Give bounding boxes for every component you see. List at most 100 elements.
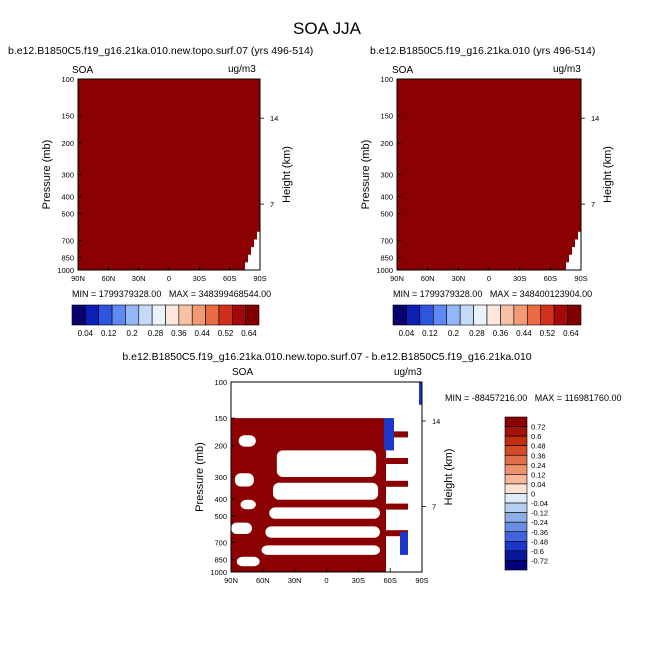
panel-1-xtick-label: 90N [71, 274, 85, 283]
panel-3-colorbar-box [504, 464, 528, 475]
panel-2-ytick-label: 300 [380, 171, 393, 180]
panel-3-colorbar-box [504, 493, 528, 504]
panel-3-colorbar-box [504, 521, 528, 533]
panel-3-right-red-strip [386, 503, 408, 510]
panel-3-colorbar-label: -0.24 [531, 518, 548, 527]
panel-1-colorbar-label: 0.52 [218, 329, 234, 338]
panel-2-xtick-label: 60N [421, 274, 435, 283]
panel-2-colorbar-box [446, 304, 461, 326]
panel-2-colorbar-label: 0.28 [469, 329, 485, 338]
panel-2-colorbar-box [406, 304, 421, 326]
panel-3-xtick-label: 0 [324, 576, 328, 585]
panel-2-ylabel-right: Height (km) [602, 146, 614, 203]
panel-2-xtick-label: 60S [544, 274, 557, 283]
panel-3-colorbar-label: -0.04 [531, 499, 548, 508]
panel-2-ytick-label: 400 [380, 192, 393, 201]
panel-1-units: ug/m3 [228, 64, 256, 75]
panel-3-stats: MIN = -88457216.00 MAX = 116981760.00 [445, 393, 622, 403]
panel-2-stats: MIN = 1799379328.00 MAX = 348400123904.0… [393, 289, 593, 299]
panel-3-xtick-label: 60S [383, 576, 396, 585]
panel-2-colorbar-label: 0.36 [493, 329, 509, 338]
panel-3-colorbar-label: -0.6 [531, 547, 544, 556]
panel-2-xtick-label: 90N [390, 274, 404, 283]
panel-1-ytick-right-label: 14 [270, 114, 278, 123]
panel-1-colorbar-box [191, 304, 206, 326]
panel-3-white-band [234, 473, 254, 487]
panel-1-colorbar-label: 0.2 [127, 329, 139, 338]
panel-2-colorbar-box [526, 304, 542, 326]
panel-1-xtick-label: 60N [101, 274, 115, 283]
panel-1-ytick-label: 700 [61, 236, 74, 245]
panel-3-blue-patch [400, 532, 408, 555]
panel-2-ytick-label: 100 [380, 75, 393, 84]
panel-1-ytick-label: 400 [61, 192, 74, 201]
panel-1-ytick-label: 850 [61, 254, 74, 263]
panel-2-field [397, 79, 581, 270]
panel-2-colorbar-box [567, 304, 582, 326]
panel-3-colorbar-label: 0.24 [531, 461, 546, 470]
panel-2-colorbar-box [419, 304, 434, 326]
panel-3-colorbar-label: -0.36 [531, 528, 548, 537]
panel-1-colorbar-box [71, 304, 86, 326]
panel-3-colorbar-label: 0.48 [531, 442, 546, 451]
panel-3-ytick-label: 150 [214, 414, 227, 423]
panel-2-colorbar-box [459, 304, 474, 326]
panel-2-colorbar-label: 0.12 [422, 329, 438, 338]
panel-2-ytick-label: 150 [380, 111, 393, 120]
panel-1-ytick-label: 1000 [57, 266, 74, 275]
panel-3-xtick-label: 60N [256, 576, 270, 585]
panel-3-colorbar-box [504, 474, 528, 485]
panel-2-colorbar-label: 0.04 [399, 329, 415, 338]
panel-3-colorbar-label: 0.36 [531, 451, 546, 460]
panel-3-colorbar-box [504, 454, 528, 466]
panel-3-ytick-right-label: 7 [432, 502, 436, 511]
panel-2-colorbar-box [392, 304, 407, 326]
panel-1-frame [77, 78, 261, 271]
panel-1-colorbar-label: 0.28 [148, 329, 164, 338]
panel-3-colorbar-box [504, 426, 528, 437]
panel-3-colorbar-box [504, 512, 528, 523]
panel-1-ytick-label: 500 [61, 210, 74, 219]
panel-1-colorbar-label: 0.04 [78, 329, 94, 338]
panel-1-ylabel: Pressure (mb) [41, 140, 53, 210]
panel-1-colorbar-label: 0.36 [171, 329, 187, 338]
panel-1-field [78, 79, 260, 270]
panel-3-colorbar-label: 0.6 [531, 432, 541, 441]
panel-3-ytick-label: 400 [214, 495, 227, 504]
panel-2-ytick-label: 700 [380, 236, 393, 245]
panel-1-ytick-label: 100 [61, 75, 74, 84]
panel-3-ytick-label: 1000 [210, 568, 227, 577]
panel-3-right-red-strip [386, 530, 408, 537]
panel-2-colorbar-label: 0.2 [448, 329, 460, 338]
panel-3-colorbar-label: -0.12 [531, 509, 548, 518]
panel-1-colorbar-box [231, 304, 246, 326]
panel-3-white-band [236, 556, 260, 567]
panel-3-colorbar-label: 0 [531, 490, 535, 499]
panel-3-units: ug/m3 [394, 367, 422, 378]
panel-1-title: b.e12.B1850C5.f19_g16.21ka.010.new.topo.… [8, 45, 314, 57]
panel-3-white-band [238, 435, 256, 447]
panel-3-ytick-label: 100 [214, 378, 227, 387]
panel-2-colorbar-box [540, 304, 555, 326]
panel-3-colorbar-box [504, 502, 528, 513]
panel-3-colorbar-label: 0.12 [531, 470, 546, 479]
panel-2-colorbar-box [553, 304, 568, 326]
panel-2-ytick-label: 850 [380, 254, 393, 263]
panel-3-white-band [269, 507, 380, 519]
panel-2-xtick-label: 30S [513, 274, 526, 283]
panel-3-xtick-label: 90S [415, 576, 428, 585]
panel-2-ytick-label: 1000 [376, 266, 393, 275]
panel-2-title: b.e12.B1850C5.f19_g16.21ka.010 (yrs 496-… [370, 45, 596, 57]
panel-2-ylabel: Pressure (mb) [360, 140, 372, 210]
panel-2-colorbar-box [432, 304, 448, 326]
panel-3-ylabel: Pressure (mb) [194, 442, 206, 512]
panel-3-colorbar-box [504, 416, 528, 427]
panel-3-ytick-label: 700 [214, 539, 227, 548]
panel-3-white-band [240, 499, 256, 510]
panel-3-white-band [231, 522, 253, 534]
page-title: SOA JJA [292, 19, 362, 38]
panel-3-ylabel-right: Height (km) [443, 449, 455, 506]
panel-2-units: ug/m3 [553, 64, 581, 75]
panel-1-xtick-label: 30N [132, 274, 146, 283]
panel-1-topo-mask [245, 231, 260, 270]
